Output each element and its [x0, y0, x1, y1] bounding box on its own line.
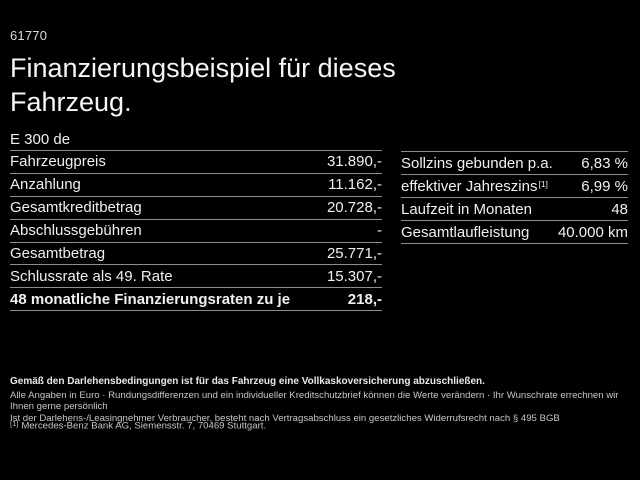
row-value: 6,83 %: [581, 154, 628, 172]
row-label: Gesamtbetrag: [10, 245, 106, 262]
table-row-gesamtkreditbetrag: Gesamtkreditbetrag 20.728,-: [10, 197, 382, 220]
table-row-effektiver-jahreszins: effektiver Jahreszins[1] 6,99 %: [401, 175, 628, 199]
row-label: effektiver Jahreszins: [401, 177, 538, 195]
page-title-line2: Fahrzeug.: [10, 87, 132, 117]
row-value: 15.307,-: [326, 267, 382, 285]
row-label: 48 monatliche Finanzierungsraten zu je: [10, 290, 291, 308]
row-label: Gesamtkreditbetrag: [10, 199, 142, 217]
row-label: Schlussrate als 49. Rate: [10, 267, 173, 285]
legal-notes: Alle Angaben in Euro · Rundungsdifferenz…: [10, 390, 634, 425]
row-label-wrap: effektiver Jahreszins[1]: [401, 178, 548, 195]
legal-note-line2: Ist der Darlehens-/Leasingnehmer Verbrau…: [10, 412, 560, 424]
table-row-abschlussgebuehren: Abschlussgebühren -: [10, 220, 382, 243]
row-value: 31.890,-: [326, 153, 382, 171]
legal-note-line1: Alle Angaben in Euro · Rundungsdifferenz…: [10, 389, 619, 413]
footnote-marker: [1]: [10, 418, 19, 428]
page-title: Finanzierungsbeispiel für dieses Fahrzeu…: [10, 51, 396, 119]
table-row-schlussrate: Schlussrate als 49. Rate 15.307,-: [10, 265, 382, 289]
finance-table: E 300 de Fahrzeugpreis 31.890,- Anzahlun…: [10, 129, 382, 312]
insurance-note: Gemäß den Darlehensbedingungen ist für d…: [10, 376, 485, 387]
row-label: Fahrzeugpreis: [10, 153, 106, 171]
table-row-laufzeit: Laufzeit in Monaten 48: [401, 198, 628, 222]
table-row-fahrzeugpreis: Fahrzeugpreis 31.890,-: [10, 151, 382, 174]
row-label-wrap: Gesamtlaufleistung: [401, 224, 530, 241]
row-label-wrap: Sollzins gebunden p.a.: [401, 155, 554, 172]
row-label: Gesamtlaufleistung: [401, 223, 530, 241]
row-label-wrap: Laufzeit in Monaten: [401, 201, 533, 218]
row-value: 48: [611, 200, 628, 218]
row-label: Sollzins gebunden p.a.: [401, 154, 553, 172]
row-value: 6,99 %: [581, 177, 628, 195]
row-value: 40.000 km: [557, 223, 628, 241]
page-title-line1: Finanzierungsbeispiel für dieses: [10, 53, 396, 83]
table-row-sollzins: Sollzins gebunden p.a. 6,83 %: [401, 152, 628, 176]
row-value: 25.771,-: [326, 245, 382, 262]
table-row-anzahlung: Anzahlung 11.162,-: [10, 174, 382, 197]
row-value: 11.162,-: [328, 176, 382, 194]
listing-number: 61770: [10, 28, 48, 43]
model-name-row: E 300 de: [10, 129, 382, 151]
table-row-gesamtbetrag: Gesamtbetrag 25.771,-: [10, 243, 382, 266]
footnote-marker: [1]: [538, 178, 548, 189]
conditions-table: Sollzins gebunden p.a. 6,83 % effektiver…: [401, 151, 628, 245]
row-label: Abschlussgebühren: [10, 222, 142, 240]
row-value: 20.728,-: [326, 199, 382, 217]
row-value: -: [377, 222, 382, 240]
footnote-text: Mercedes-Benz Bank AG, Siemensstr. 7, 70…: [21, 420, 267, 431]
bank-footnote: [1] Mercedes-Benz Bank AG, Siemensstr. 7,…: [10, 419, 634, 432]
table-row-gesamtlaufleistung: Gesamtlaufleistung 40.000 km: [401, 221, 628, 245]
table-row-monatsrate: 48 monatliche Finanzierungsraten zu je 2…: [10, 288, 382, 312]
row-label: Laufzeit in Monaten: [401, 200, 532, 218]
row-label: Anzahlung: [10, 176, 81, 194]
row-value: 218,-: [347, 290, 382, 308]
model-name: E 300 de: [10, 131, 71, 148]
